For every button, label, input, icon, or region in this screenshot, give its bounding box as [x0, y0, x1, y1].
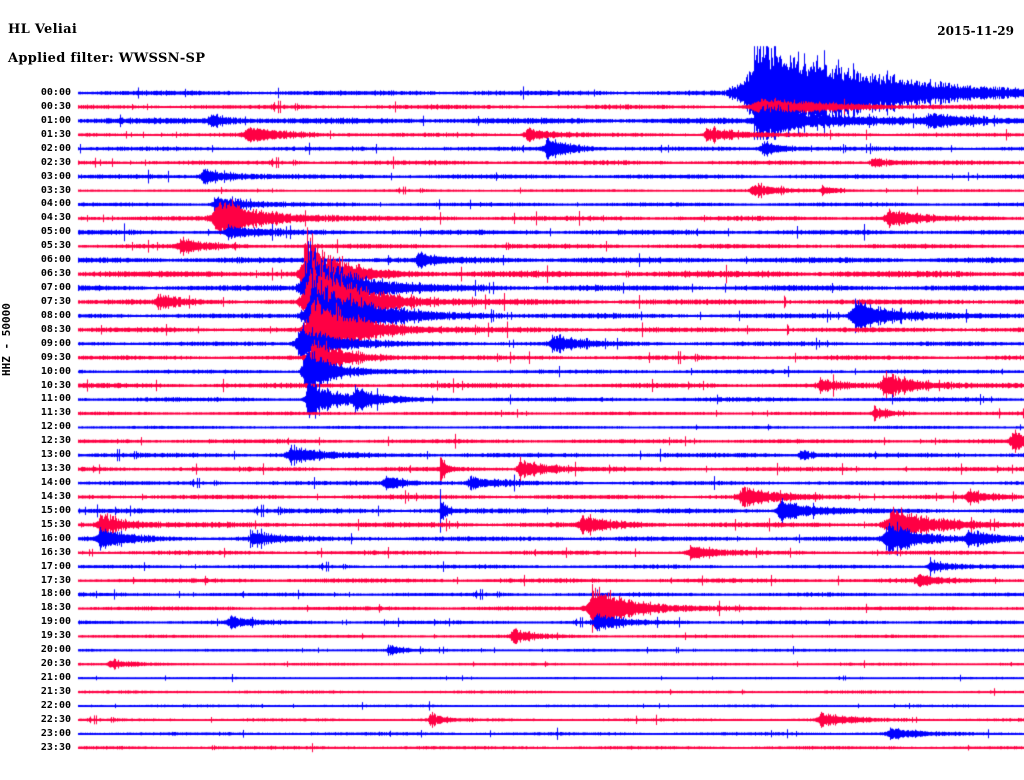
helicorder-plot: HL Veliai Applied filter: WWSSN-SP 2015-… — [0, 0, 1024, 780]
seismogram-traces — [0, 0, 1024, 780]
